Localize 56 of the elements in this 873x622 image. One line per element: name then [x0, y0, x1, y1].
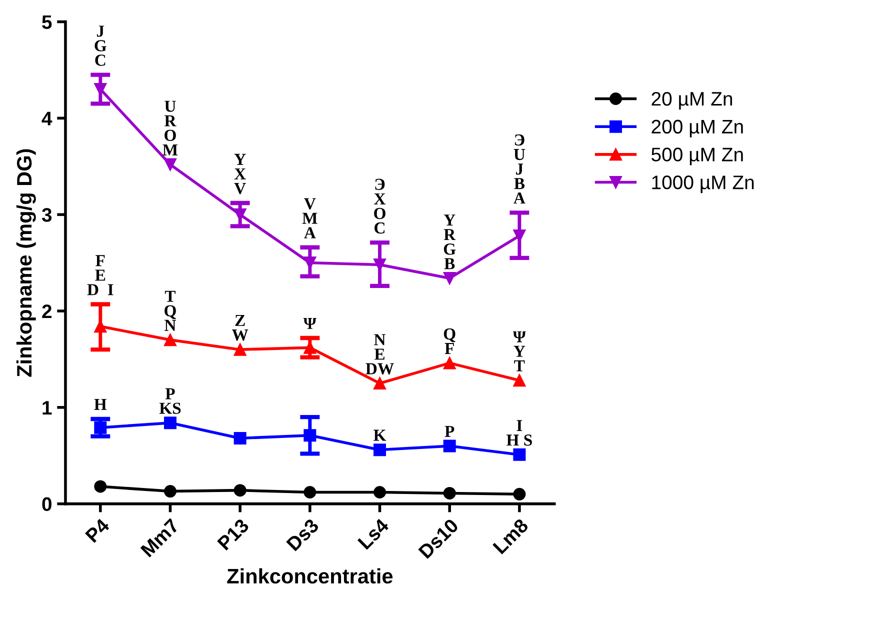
annotation: Э U J B A [514, 134, 526, 204]
annotation: Y R G B [444, 214, 456, 270]
annotation: K [374, 430, 386, 441]
y-tick-label: 0 [42, 497, 52, 512]
point [164, 416, 176, 430]
y-tick-label: 3 [42, 208, 52, 222]
annotation: N E DW [366, 334, 394, 374]
annotation: H [94, 398, 107, 410]
point [513, 488, 526, 500]
point [513, 374, 526, 387]
point [443, 356, 456, 370]
y-tick-label: 2 [42, 304, 52, 318]
y-tick-label: 4 [42, 112, 52, 126]
point [234, 432, 246, 445]
point [443, 440, 456, 452]
point [234, 343, 246, 356]
x-tick-label: Ds3 [286, 518, 320, 552]
x-tick-label: P4 [85, 518, 110, 543]
y-tick-label: 5 [42, 15, 52, 30]
point [164, 158, 176, 171]
point [304, 486, 316, 498]
x-tick-label: Ls4 [357, 518, 390, 550]
legend-label: 500 µM Zn [652, 148, 743, 166]
y-tick-label: 1 [42, 401, 52, 414]
annotation: Z W [232, 315, 248, 341]
legend-label: 1000 µM Zn [652, 176, 754, 194]
annotation: Ψ [303, 318, 316, 329]
point [443, 486, 456, 500]
x-tick-label: P13 [216, 518, 250, 551]
annotation: V M A [302, 198, 318, 238]
annotation: Y X V [234, 154, 246, 194]
annotation: U R O M [162, 100, 178, 156]
point [304, 429, 316, 442]
annotation: Ψ Y T [512, 331, 526, 372]
x-axis-title: Zinkconcentratie [227, 568, 393, 584]
point [374, 444, 386, 456]
annotation: P KS [159, 388, 181, 414]
point [443, 272, 456, 284]
annotation: P [444, 426, 454, 437]
point [94, 480, 107, 493]
point [513, 448, 526, 461]
point [94, 421, 107, 434]
y-axis-title: Zinkopname (mg/g DG) [16, 149, 36, 377]
annotation: Э X O C [374, 178, 386, 234]
point [374, 486, 386, 498]
annotation: I H S [506, 420, 532, 446]
annotation: J G C [94, 26, 106, 66]
point [164, 485, 176, 498]
legend-label: 20 µM Zn [652, 92, 732, 110]
point [234, 484, 246, 497]
annotation: T Q N [164, 290, 176, 331]
legend-label: 200 µM Zn [652, 120, 743, 138]
annotation: F E D I [87, 255, 114, 296]
annotation: Q F [444, 328, 456, 354]
point [374, 377, 386, 390]
point [164, 334, 176, 346]
